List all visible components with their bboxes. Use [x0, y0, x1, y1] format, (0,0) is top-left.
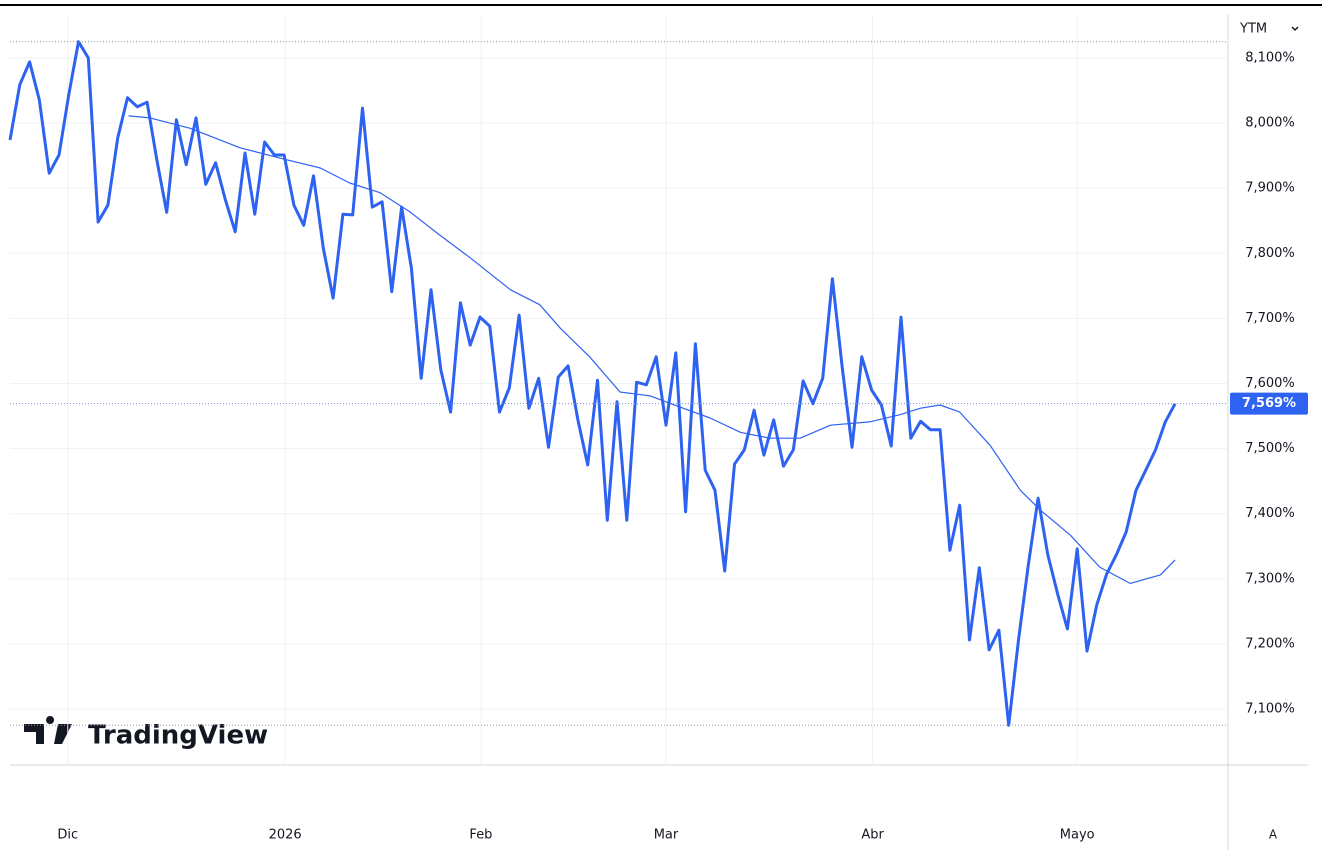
auto-scale-button[interactable]: A — [1269, 828, 1278, 842]
x-tick-label: 2026 — [269, 828, 302, 843]
y-tick-label: 7,400% — [1245, 506, 1295, 521]
last-price-badge — [1230, 392, 1308, 415]
y-tick-label: 7,500% — [1245, 441, 1295, 456]
x-tick-label: Feb — [469, 828, 492, 843]
series-selector[interactable]: YTM — [1239, 22, 1299, 37]
y-tick-label: 8,000% — [1245, 116, 1295, 131]
x-tick-label: Mayo — [1060, 828, 1095, 843]
y-tick-label: 7,600% — [1245, 376, 1295, 391]
last-price-label: 7,569% — [1242, 396, 1296, 411]
x-tick-label: Abr — [861, 828, 884, 843]
y-tick-label: 7,200% — [1245, 636, 1295, 651]
plot — [10, 15, 1228, 765]
y-tick-label: 7,700% — [1245, 311, 1295, 326]
y-tick-label: 7,800% — [1245, 246, 1295, 261]
x-tick-label: Dic — [57, 828, 78, 843]
y-tick-label: 7,900% — [1245, 181, 1295, 196]
series-selector-label[interactable]: YTM — [1239, 22, 1267, 37]
moving-average-line — [128, 115, 1176, 584]
price-line — [8, 40, 1177, 727]
x-tick-label: Mar — [654, 828, 679, 843]
y-tick-label: 7,100% — [1245, 702, 1295, 717]
y-tick-label: 8,100% — [1245, 50, 1295, 65]
watermark-logo — [24, 716, 72, 744]
dropdown-arrow[interactable] — [1291, 26, 1299, 32]
y-tick-label: 7,300% — [1245, 571, 1295, 586]
